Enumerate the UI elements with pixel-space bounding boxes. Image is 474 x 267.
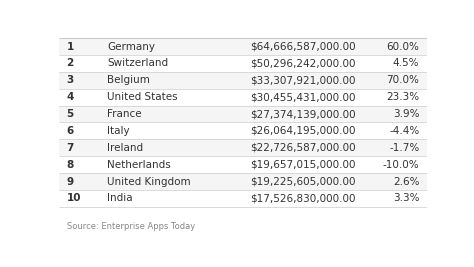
Bar xyxy=(59,38,427,55)
Text: Netherlands: Netherlands xyxy=(107,160,171,170)
Text: 5: 5 xyxy=(66,109,74,119)
Text: 3.9%: 3.9% xyxy=(393,109,419,119)
Text: $17,526,830,000.00: $17,526,830,000.00 xyxy=(250,193,356,203)
Text: -4.4%: -4.4% xyxy=(389,126,419,136)
Text: 7: 7 xyxy=(66,143,74,153)
Text: 10: 10 xyxy=(66,193,81,203)
Text: -1.7%: -1.7% xyxy=(389,143,419,153)
Text: Ireland: Ireland xyxy=(107,143,143,153)
Text: $27,374,139,000.00: $27,374,139,000.00 xyxy=(250,109,356,119)
Text: 4.5%: 4.5% xyxy=(393,58,419,69)
Text: 4: 4 xyxy=(66,92,74,102)
Text: $50,296,242,000.00: $50,296,242,000.00 xyxy=(250,58,356,69)
Text: United States: United States xyxy=(107,92,178,102)
Text: $33,307,921,000.00: $33,307,921,000.00 xyxy=(250,75,356,85)
Text: 70.0%: 70.0% xyxy=(386,75,419,85)
Text: 2.6%: 2.6% xyxy=(393,176,419,187)
Text: -10.0%: -10.0% xyxy=(383,160,419,170)
Bar xyxy=(59,55,427,72)
Bar xyxy=(59,106,427,123)
Text: $22,726,587,000.00: $22,726,587,000.00 xyxy=(250,143,356,153)
Text: 9: 9 xyxy=(66,176,74,187)
Text: Italy: Italy xyxy=(107,126,129,136)
Text: France: France xyxy=(107,109,142,119)
Text: 8: 8 xyxy=(66,160,74,170)
Text: Germany: Germany xyxy=(107,42,155,52)
Bar xyxy=(59,89,427,106)
Text: 60.0%: 60.0% xyxy=(386,42,419,52)
Text: Source: Enterprise Apps Today: Source: Enterprise Apps Today xyxy=(66,222,195,231)
Text: $19,657,015,000.00: $19,657,015,000.00 xyxy=(250,160,356,170)
Text: 1: 1 xyxy=(66,42,74,52)
Bar xyxy=(59,123,427,139)
Text: $19,225,605,000.00: $19,225,605,000.00 xyxy=(250,176,356,187)
Text: India: India xyxy=(107,193,133,203)
Text: 23.3%: 23.3% xyxy=(386,92,419,102)
Text: 3: 3 xyxy=(66,75,74,85)
Text: 3.3%: 3.3% xyxy=(393,193,419,203)
Text: Belgium: Belgium xyxy=(107,75,150,85)
Text: $26,064,195,000.00: $26,064,195,000.00 xyxy=(250,126,356,136)
Text: 6: 6 xyxy=(66,126,74,136)
Bar xyxy=(59,190,427,207)
Text: Switzerland: Switzerland xyxy=(107,58,168,69)
Bar xyxy=(59,139,427,156)
Bar xyxy=(59,173,427,190)
Text: United Kingdom: United Kingdom xyxy=(107,176,191,187)
Text: 2: 2 xyxy=(66,58,74,69)
Text: $30,455,431,000.00: $30,455,431,000.00 xyxy=(250,92,356,102)
Bar xyxy=(59,72,427,89)
Bar xyxy=(59,156,427,173)
Text: $64,666,587,000.00: $64,666,587,000.00 xyxy=(250,42,356,52)
